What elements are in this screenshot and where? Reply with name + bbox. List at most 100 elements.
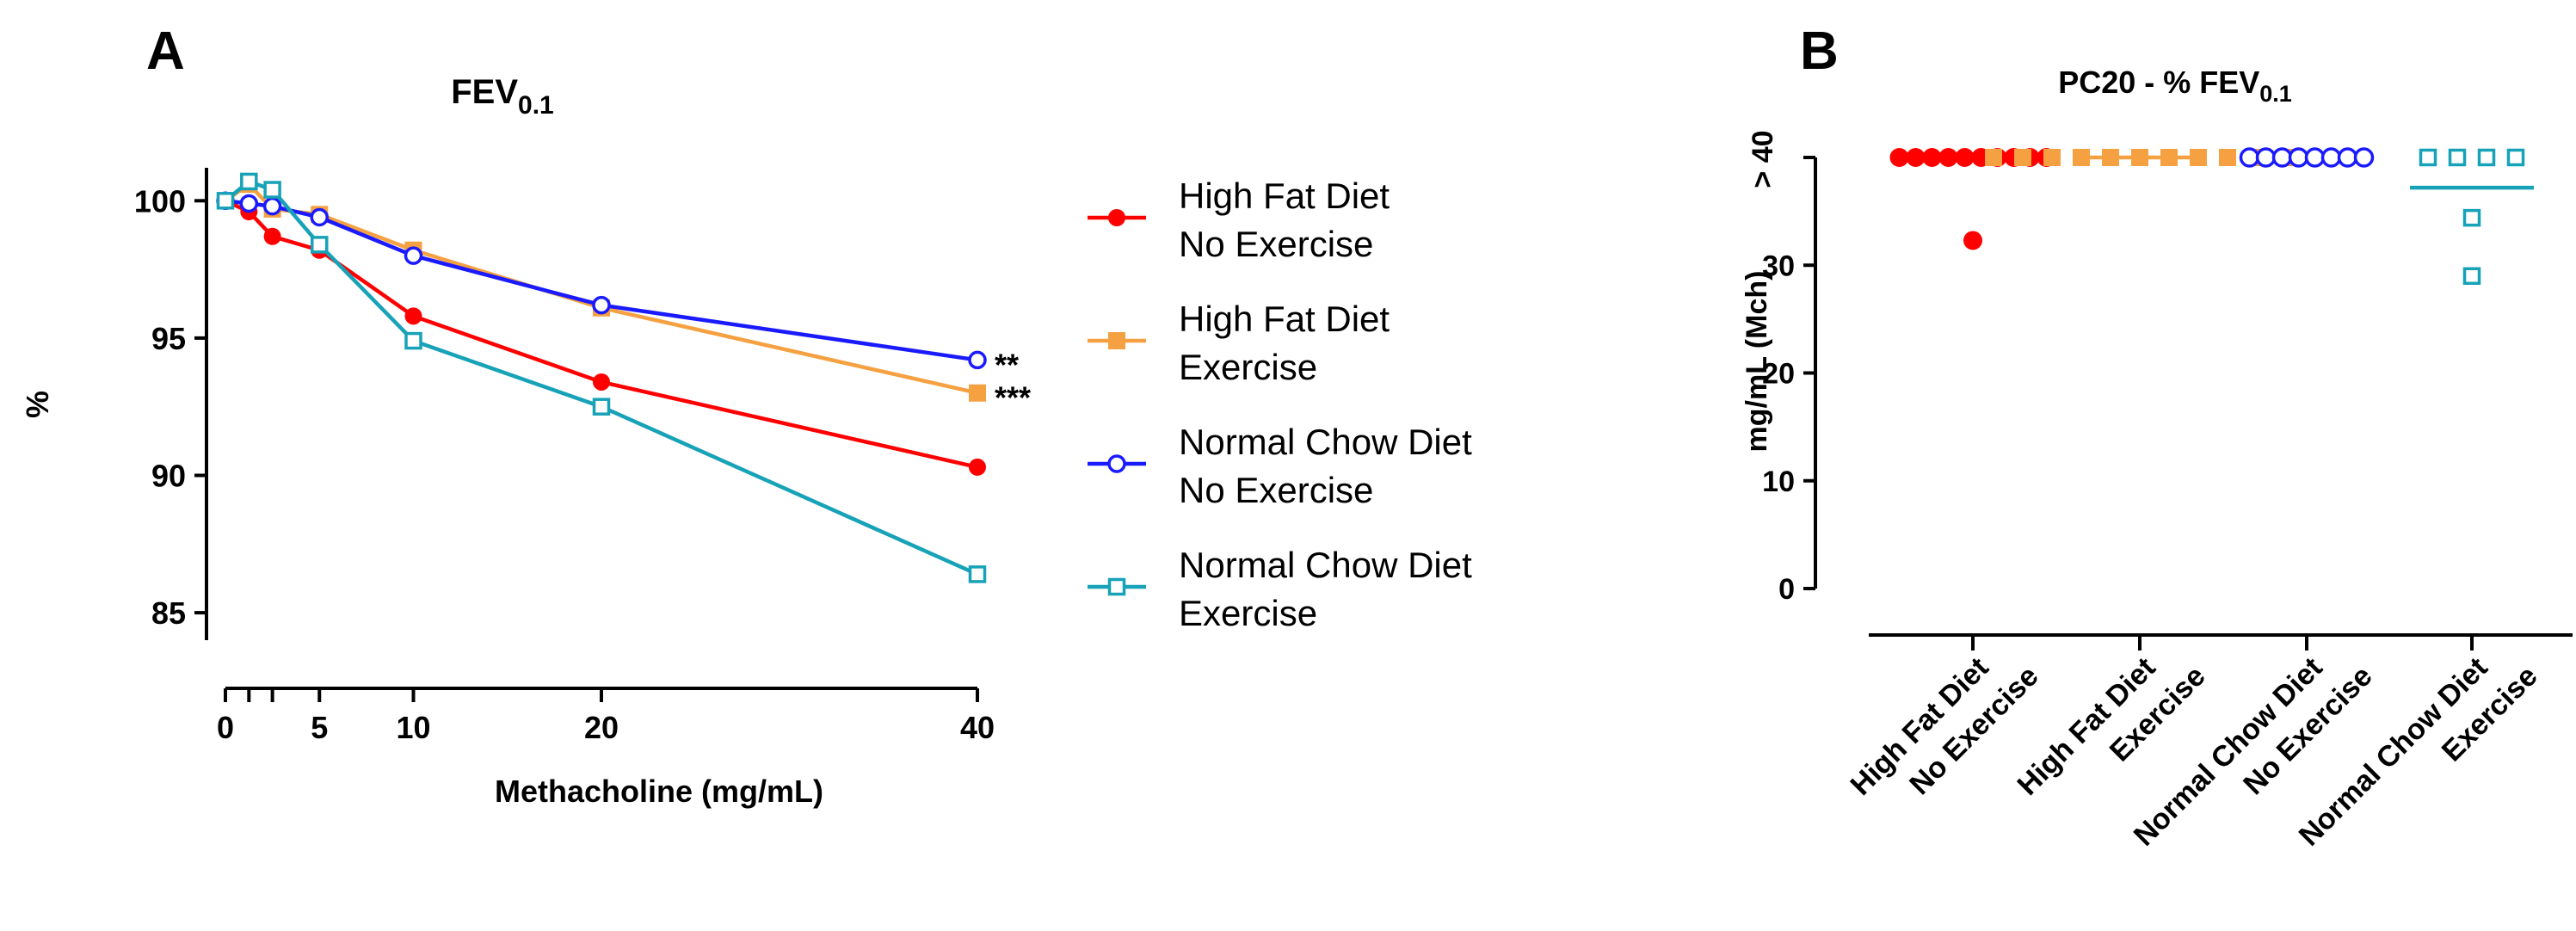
chart-a-series: ***** [216,172,1031,583]
chart-b-data-point [2239,147,2260,168]
chart-b-category-label: High Fat DietNo Exercise [1845,631,2045,831]
chart-a-x-tick-label: 40 [960,710,995,745]
chart-a-data-point [969,458,986,476]
chart-b-y-axis-label: mg/mL (Mch) [1741,271,1773,453]
chart-a-legend: High Fat Diet No Exercise High Fat Diet Exe… [1088,176,1472,633]
chart-a-x-tick-label: 5 [311,710,328,745]
chart-a-data-point [593,373,610,391]
chart-b-data-point [1963,231,1982,250]
panel-letter-a: A [146,22,185,81]
legend-label: High Fat Diet No Exercise [1179,176,1390,264]
legend-label: Normal Chow Diet No Exercise [1179,422,1472,510]
chart-a-data-point [592,398,611,416]
chart-a-data-point [404,246,423,265]
chart-a-x-tick-label: 0 [217,710,234,745]
chart-a-data-point [404,307,422,325]
panel-letter-b: B [1800,22,1839,81]
chart-a-data-point [263,181,281,199]
chart-b-data-point [2271,147,2293,168]
legend-label-line: No Exercise [1179,224,1373,264]
chart-a-y-tick-label: 95 [151,321,186,356]
legend-swatch-marker [1107,454,1126,473]
chart-a-series-line [225,199,978,362]
chart-a-data-point [262,196,282,216]
chart-b-category-label: Normal Chow DietNo Exercise [2128,631,2379,882]
chart-b-data-point [1985,149,2002,166]
legend-label-line: High Fat Diet [1179,299,1390,339]
chart-b-data-point [2131,149,2148,166]
chart-b-data-point [1906,148,1926,167]
chart-a-series-line [224,182,978,395]
chart-b-data-point [2160,149,2178,166]
chart-a-significance-label: *** [995,380,1031,416]
chart-b-data-point [1938,148,1958,167]
legend-label: Normal Chow Diet Exercise [1179,545,1472,633]
chart-b-category-label: Normal Chow DietExercise [2293,631,2544,882]
chart-b-data-point [2102,149,2119,166]
chart-a-data-point [968,565,987,583]
chart-a-y-tick-label: 85 [151,595,186,631]
chart-a-x-axis-label: Methacholine (mg/mL) [495,774,823,809]
chart-a-significance-label: ** [995,347,1019,382]
chart-a-data-point [311,236,329,254]
chart-a-title: FEV0.1 [451,73,554,120]
chart-b-data-point [2448,148,2467,167]
chart-a-x-tick-label: 10 [396,710,430,745]
chart-b-y-top-label: > 40 [1747,130,1779,188]
chart-b-data-point [2419,148,2437,167]
legend-label-line: Exercise [1179,593,1317,633]
chart-b-data-point [1955,148,1975,167]
legend-label-line: Normal Chow Diet [1179,422,1472,462]
chart-b-data-point [2073,149,2090,166]
chart-b-title-main: PC20 - % FEV [2058,65,2259,100]
chart-b-data-point [1922,148,1942,167]
chart-a-title-subscript: 0.1 [518,91,554,120]
chart-a-axes: 85 90 95 100 0 5 10 20 40 [134,168,995,745]
chart-a-data-point [216,192,235,210]
legend-swatch-marker [1107,577,1126,596]
chart-b-data-point [2320,147,2342,168]
chart-b-data-point [2014,149,2031,166]
chart-b-y-tick-label: 10 [1762,466,1795,498]
chart-b-y-tick-label: 20 [1762,358,1795,391]
legend-label-line: Exercise [1179,347,1317,387]
chart-b-data-point [2255,147,2277,168]
chart-b-points [1889,147,2534,286]
legend-swatch-marker [1108,209,1125,226]
chart-a-title-main: FEV [451,73,518,111]
legend-label: High Fat Diet Exercise [1179,299,1390,387]
chart-b-data-point [2337,147,2358,168]
chart-b-data-point [2462,208,2481,227]
chart-b-data-point [2506,148,2525,167]
chart-a-series-line [225,199,978,470]
chart-b-y-tick-label: 0 [1778,573,1795,606]
chart-a-y-tick-label: 100 [134,183,186,219]
chart-a-data-point [592,295,611,315]
chart-b-data-point [2043,149,2061,166]
chart-b-data-point [2462,267,2481,286]
chart-b-title: PC20 - % FEV0.1 [2058,65,2292,107]
chart-a-data-point [240,172,258,191]
chart-b-axes: 0 10 20 30 > 40 [1747,130,2573,650]
chart-a-data-point [310,207,329,227]
chart-b-title-subscript: 0.1 [2259,81,2292,107]
legend-swatch-marker [1108,332,1125,349]
chart-b-data-point [2190,149,2207,166]
chart-b-data-point [2477,148,2496,167]
legend-label-line: High Fat Diet [1179,176,1390,216]
chart-a-y-tick-label: 90 [151,458,186,493]
chart-a-data-point [263,227,281,245]
chart-b-data-point [2304,147,2326,168]
chart-b-y-tick-label: 30 [1762,250,1795,282]
chart-a-data-point [239,194,259,213]
chart-b-data-point [2353,147,2375,168]
chart-a-y-axis-label: % [20,391,55,418]
chart-b-data-point [1889,148,1909,167]
chart-a-data-point [404,331,422,350]
chart-b-data-point [2219,149,2236,166]
chart-b-data-point [2288,147,2309,168]
legend-label-line: Normal Chow Diet [1179,545,1472,585]
chart-a-data-point [968,350,987,370]
